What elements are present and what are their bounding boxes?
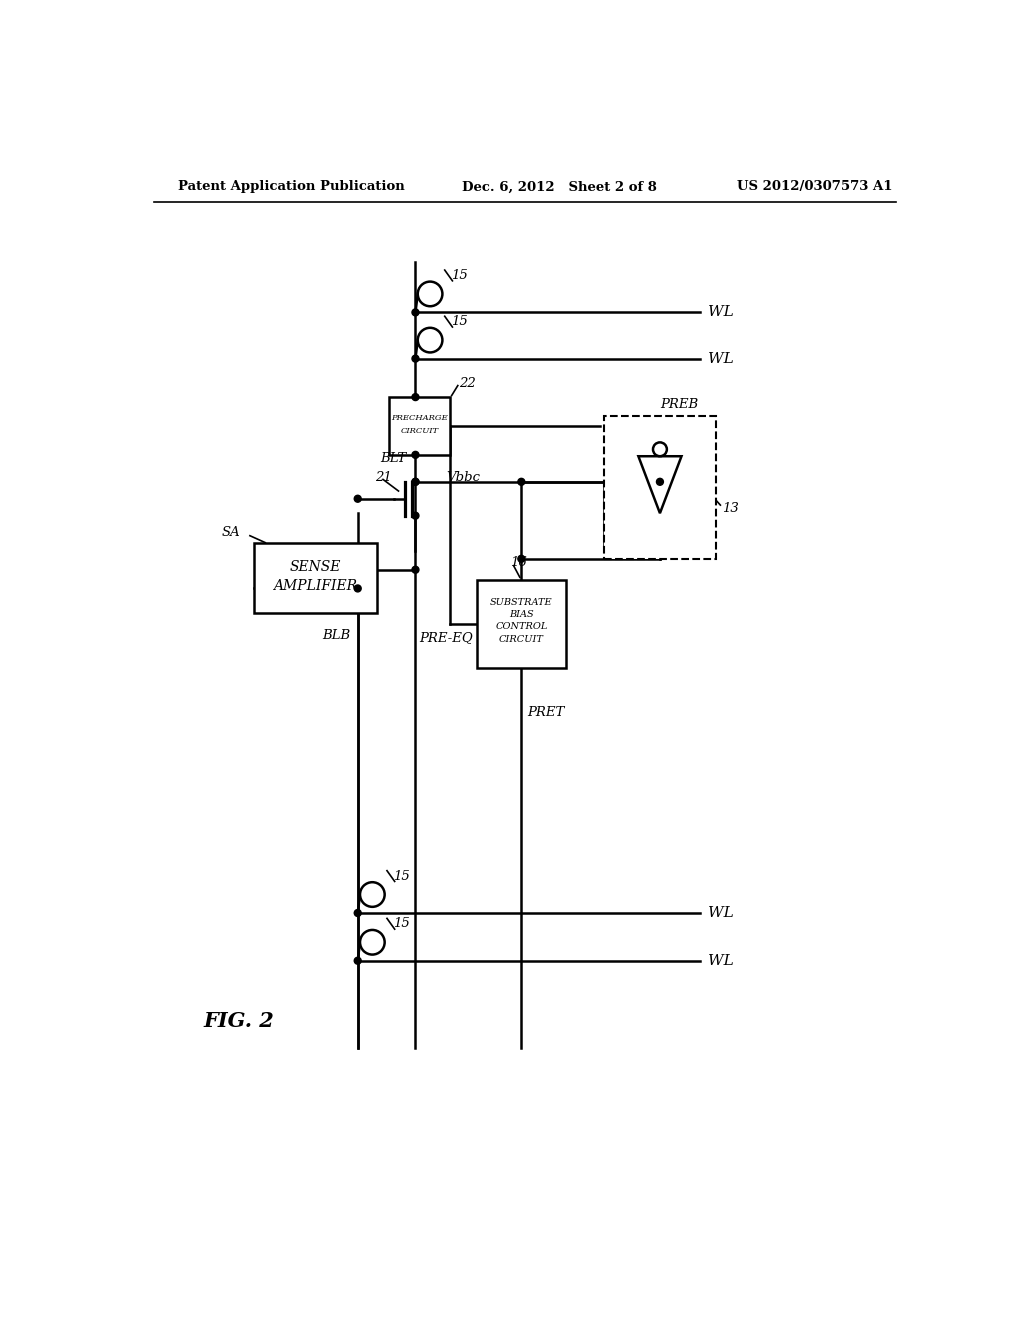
Text: BIAS: BIAS <box>509 610 534 619</box>
Circle shape <box>418 327 442 352</box>
Text: Vbbc: Vbbc <box>446 471 480 484</box>
Circle shape <box>412 512 419 519</box>
Circle shape <box>360 882 385 907</box>
Text: 15: 15 <box>393 870 410 883</box>
Circle shape <box>354 585 361 591</box>
Text: SA: SA <box>221 527 240 539</box>
Text: WL: WL <box>708 305 734 319</box>
Text: Patent Application Publication: Patent Application Publication <box>178 181 406 194</box>
Text: WL: WL <box>708 906 734 920</box>
Text: 15: 15 <box>393 917 410 931</box>
Text: US 2012/0307573 A1: US 2012/0307573 A1 <box>737 181 893 194</box>
Circle shape <box>412 478 419 486</box>
Text: SENSE: SENSE <box>290 560 341 574</box>
Text: PRET: PRET <box>527 706 565 719</box>
Text: BLB: BLB <box>322 630 350 643</box>
Circle shape <box>656 478 664 486</box>
Circle shape <box>412 393 419 400</box>
Bar <box>388 397 451 455</box>
Text: CONTROL: CONTROL <box>496 623 548 631</box>
Circle shape <box>518 478 525 486</box>
Text: PREB: PREB <box>660 397 698 411</box>
Text: 13: 13 <box>722 503 738 515</box>
Circle shape <box>418 281 442 306</box>
Text: Dec. 6, 2012   Sheet 2 of 8: Dec. 6, 2012 Sheet 2 of 8 <box>462 181 656 194</box>
Circle shape <box>360 929 385 954</box>
Text: WL: WL <box>708 351 734 366</box>
Circle shape <box>354 495 361 502</box>
Bar <box>477 579 565 668</box>
Text: 15: 15 <box>451 269 468 282</box>
Text: PRE-EQ: PRE-EQ <box>420 631 473 644</box>
Text: 21: 21 <box>376 471 392 483</box>
Text: 15: 15 <box>451 315 468 329</box>
Circle shape <box>354 957 361 964</box>
Text: WL: WL <box>708 954 734 968</box>
Text: 22: 22 <box>460 376 476 389</box>
Text: SUBSTRATE: SUBSTRATE <box>490 598 553 607</box>
Bar <box>604 416 716 558</box>
Circle shape <box>412 309 419 315</box>
Circle shape <box>412 355 419 362</box>
Circle shape <box>412 478 419 486</box>
Circle shape <box>518 556 525 562</box>
Text: CIRCUIT: CIRCUIT <box>400 426 438 434</box>
Circle shape <box>412 451 419 458</box>
Text: FIG. 2: FIG. 2 <box>204 1011 274 1031</box>
Text: CIRCUIT: CIRCUIT <box>499 635 544 644</box>
Text: 16: 16 <box>510 556 526 569</box>
Circle shape <box>412 566 419 573</box>
Text: AMPLIFIER: AMPLIFIER <box>273 578 357 593</box>
Text: PRECHARGE: PRECHARGE <box>391 414 447 422</box>
Circle shape <box>354 909 361 916</box>
Text: BLT: BLT <box>380 453 407 465</box>
Bar <box>254 544 377 612</box>
